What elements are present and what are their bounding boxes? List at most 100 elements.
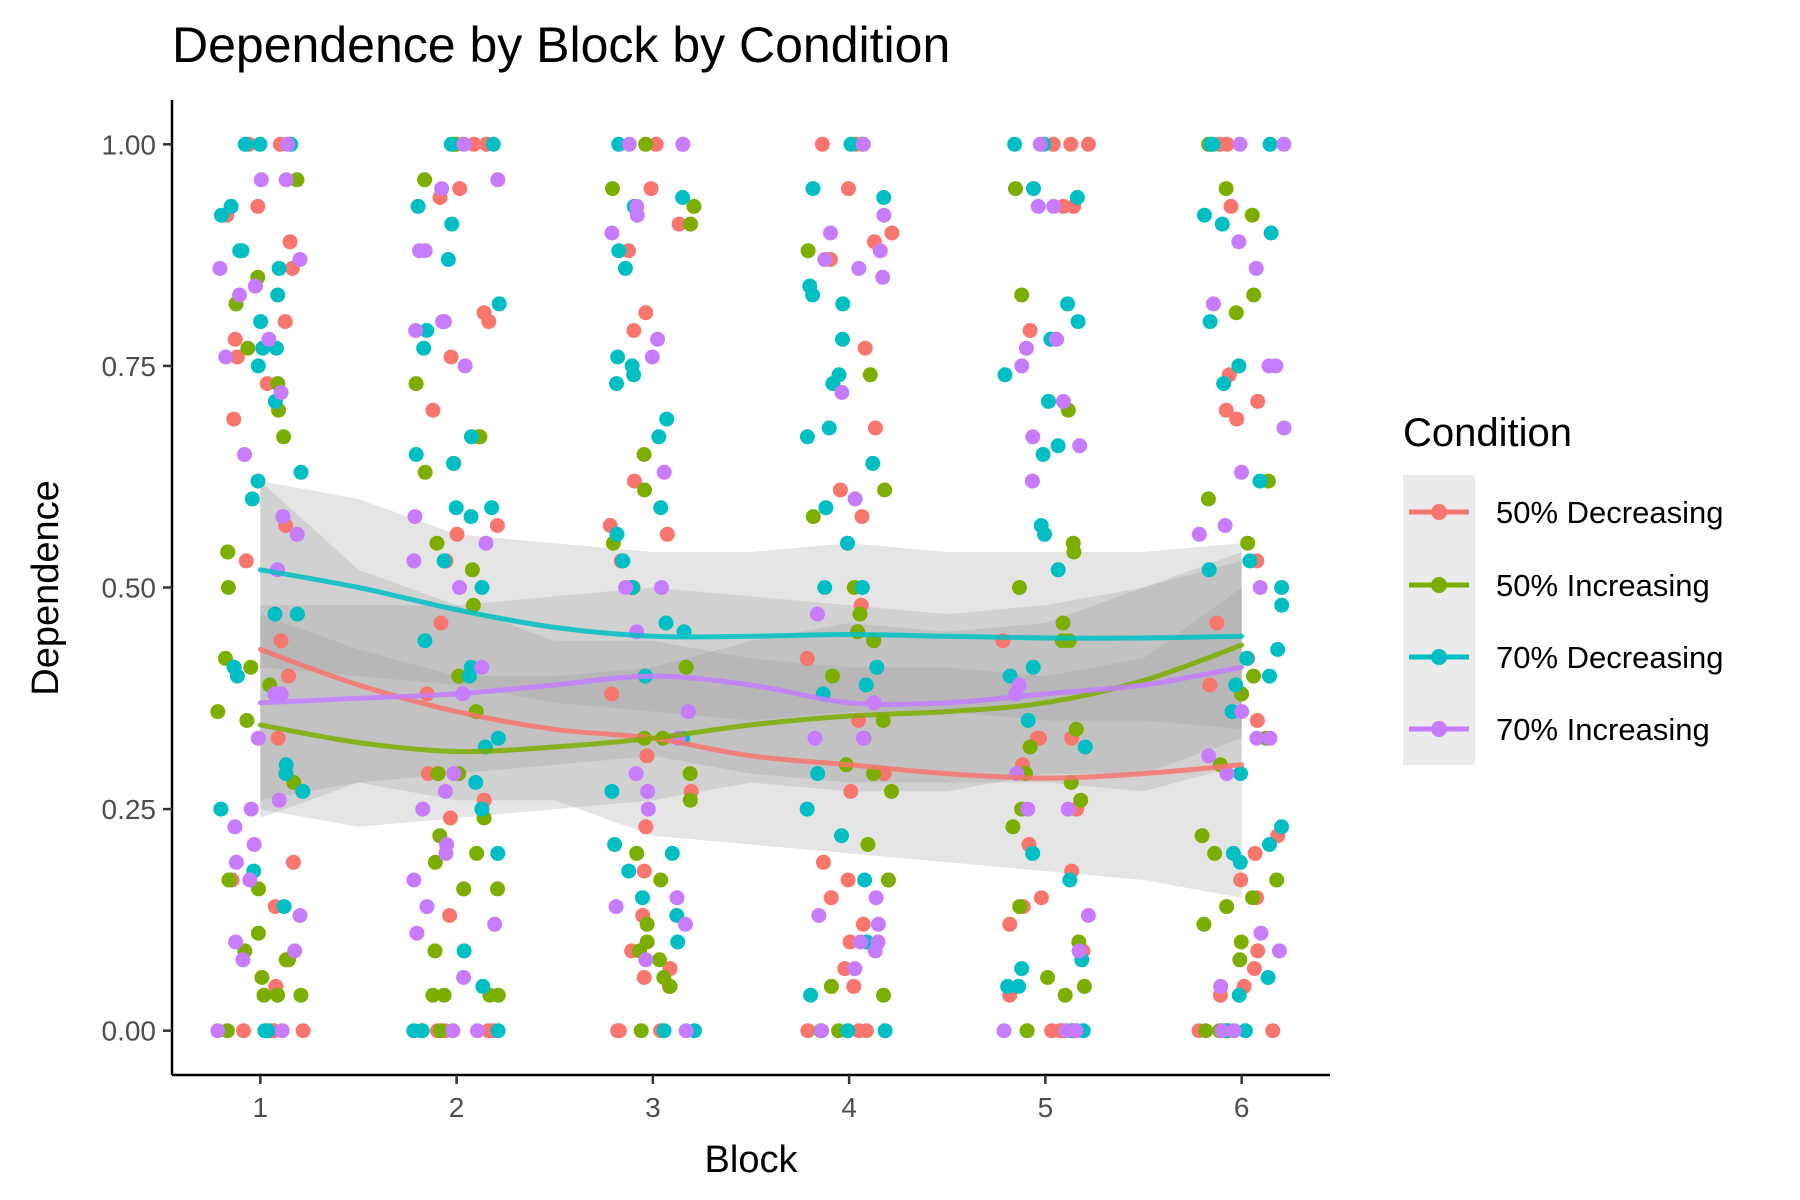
data-point	[1018, 340, 1034, 356]
data-point	[1250, 393, 1266, 409]
data-point	[1261, 837, 1277, 852]
data-point	[436, 987, 452, 1003]
data-point	[862, 367, 878, 383]
data-point	[683, 216, 699, 232]
data-point	[223, 198, 239, 214]
data-point	[823, 225, 838, 241]
data-point	[468, 775, 484, 790]
data-point	[872, 243, 888, 259]
data-point	[1000, 978, 1016, 994]
data-point	[638, 952, 654, 968]
data-point	[427, 943, 443, 959]
data-point	[1214, 216, 1230, 232]
data-point	[292, 908, 308, 923]
data-point	[834, 828, 849, 844]
data-point	[490, 881, 505, 897]
data-point	[877, 1023, 893, 1039]
data-point	[1200, 491, 1216, 507]
data-point	[843, 783, 859, 799]
data-point	[854, 580, 870, 595]
data-point	[825, 668, 840, 684]
data-point	[659, 411, 675, 427]
data-point	[434, 181, 450, 197]
data-point	[446, 766, 462, 782]
data-point	[243, 659, 259, 675]
data-point	[478, 535, 494, 551]
data-point	[1218, 181, 1234, 197]
data-point	[247, 278, 263, 294]
legend-item: 50% Increasing	[1409, 568, 1710, 603]
data-point	[1223, 198, 1239, 214]
data-point	[846, 978, 862, 994]
data-point	[1233, 872, 1249, 888]
data-point	[292, 252, 308, 267]
data-point	[1262, 136, 1278, 152]
data-point	[1070, 314, 1086, 330]
data-point	[1035, 447, 1051, 462]
data-point	[656, 464, 672, 480]
data-point	[870, 916, 886, 932]
data-point	[633, 1023, 649, 1039]
data-point	[1250, 943, 1266, 959]
data-point	[805, 181, 821, 197]
data-point	[221, 872, 237, 888]
data-point	[417, 172, 433, 188]
data-point	[1270, 642, 1286, 657]
data-point	[1247, 845, 1263, 861]
data-point	[1198, 1023, 1214, 1039]
data-point	[615, 553, 631, 569]
data-point	[1233, 766, 1248, 782]
data-point	[604, 686, 620, 702]
data-point	[1060, 801, 1076, 817]
data-point	[1080, 908, 1096, 923]
data-point	[1077, 739, 1093, 755]
x-axis-title: Block	[705, 1139, 799, 1181]
data-point	[1205, 296, 1221, 312]
data-point	[1008, 181, 1023, 197]
data-point	[851, 260, 867, 276]
data-point	[410, 198, 426, 214]
data-point	[626, 473, 642, 489]
data-point	[250, 473, 266, 489]
data-point	[868, 890, 884, 906]
data-point	[276, 429, 292, 445]
data-point	[1012, 899, 1028, 915]
data-point	[1274, 580, 1290, 595]
data-point	[1262, 730, 1278, 746]
data-point	[484, 500, 500, 516]
data-point	[229, 349, 245, 365]
data-point	[621, 863, 637, 879]
data-point	[282, 234, 298, 250]
data-point	[832, 482, 848, 498]
data-point	[1242, 553, 1258, 569]
data-point	[877, 482, 893, 498]
data-point	[250, 198, 266, 214]
data-point	[821, 420, 837, 436]
data-point	[636, 970, 652, 985]
data-point	[636, 863, 652, 879]
data-point	[823, 978, 839, 994]
data-point	[1076, 978, 1092, 994]
data-point	[1207, 845, 1223, 861]
data-point	[1202, 677, 1218, 693]
data-point	[1245, 890, 1260, 906]
data-point	[414, 1023, 430, 1039]
data-point	[640, 783, 656, 799]
data-point	[609, 376, 624, 392]
data-point	[1050, 562, 1066, 578]
data-point	[1260, 970, 1276, 985]
data-point	[464, 562, 480, 578]
y-tick-label: 1.00	[102, 129, 157, 160]
data-point	[860, 837, 876, 852]
data-point	[278, 757, 294, 773]
legend-item: 70% Increasing	[1409, 712, 1710, 747]
data-point	[449, 526, 465, 542]
legend-key-background	[1403, 475, 1475, 765]
y-tick-label: 0.75	[102, 351, 157, 382]
data-point	[835, 331, 850, 347]
data-point	[664, 845, 680, 861]
data-point	[274, 1023, 290, 1039]
data-point	[436, 553, 452, 569]
data-point	[857, 872, 873, 888]
data-point	[427, 854, 443, 870]
